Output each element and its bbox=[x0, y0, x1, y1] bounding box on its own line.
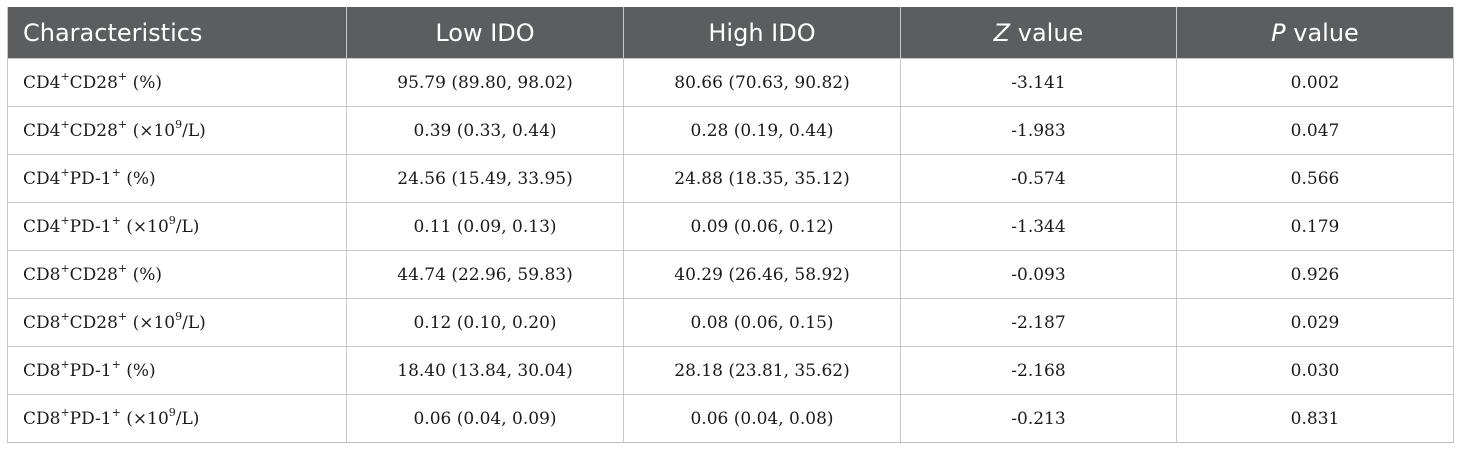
cell-high-ido: 0.06 (0.04, 0.08) bbox=[623, 394, 901, 443]
cell-z-value: -3.141 bbox=[900, 58, 1177, 107]
cell-p-value: 0.002 bbox=[1176, 58, 1454, 107]
cell-z-value: -0.093 bbox=[900, 250, 1177, 299]
cell-low-ido: 95.79 (89.80, 98.02) bbox=[346, 58, 624, 107]
cell-p-value: 0.926 bbox=[1176, 250, 1454, 299]
header-characteristics: Characteristics bbox=[7, 7, 347, 59]
cell-low-ido: 0.11 (0.09, 0.13) bbox=[346, 202, 624, 251]
table-row: CD4+CD28+ (%) 95.79 (89.80, 98.02) 80.66 (… bbox=[7, 58, 1454, 107]
table-row: CD8+PD-1+ (%) 18.40 (13.84, 30.04) 28.18 (… bbox=[7, 346, 1454, 395]
cell-high-ido: 24.88 (18.35, 35.12) bbox=[623, 154, 901, 203]
cell-characteristic: CD4+CD28+ (×109/L) bbox=[7, 106, 347, 155]
cell-high-ido: 40.29 (26.46, 58.92) bbox=[623, 250, 901, 299]
cell-z-value: -2.187 bbox=[900, 298, 1177, 347]
cell-p-value: 0.566 bbox=[1176, 154, 1454, 203]
cell-high-ido: 0.08 (0.06, 0.15) bbox=[623, 298, 901, 347]
table-row: CD4+CD28+ (×109/L) 0.39 (0.33, 0.44) 0.28 … bbox=[7, 106, 1454, 155]
table-row: CD4+PD-1+ (×109/L) 0.11 (0.09, 0.13) 0.09 … bbox=[7, 202, 1454, 251]
data-table-container: Characteristics Low IDO High IDO Z value… bbox=[7, 7, 1454, 443]
cell-characteristic: CD4+PD-1+ (%) bbox=[7, 154, 347, 203]
cell-p-value: 0.029 bbox=[1176, 298, 1454, 347]
cell-high-ido: 80.66 (70.63, 90.82) bbox=[623, 58, 901, 107]
cell-characteristic: CD8+CD28+ (%) bbox=[7, 250, 347, 299]
cell-high-ido: 0.28 (0.19, 0.44) bbox=[623, 106, 901, 155]
cell-low-ido: 18.40 (13.84, 30.04) bbox=[346, 346, 624, 395]
table-row: CD8+CD28+ (×109/L) 0.12 (0.10, 0.20) 0.08 … bbox=[7, 298, 1454, 347]
header-row: Characteristics Low IDO High IDO Z value… bbox=[7, 7, 1454, 59]
cell-high-ido: 0.09 (0.06, 0.12) bbox=[623, 202, 901, 251]
cell-characteristic: CD8+CD28+ (×109/L) bbox=[7, 298, 347, 347]
cell-low-ido: 0.12 (0.10, 0.20) bbox=[346, 298, 624, 347]
cell-characteristic: CD4+CD28+ (%) bbox=[7, 58, 347, 107]
cell-z-value: -2.168 bbox=[900, 346, 1177, 395]
table-row: CD4+PD-1+ (%) 24.56 (15.49, 33.95) 24.88 (… bbox=[7, 154, 1454, 203]
cell-low-ido: 0.39 (0.33, 0.44) bbox=[346, 106, 624, 155]
cell-z-value: -1.983 bbox=[900, 106, 1177, 155]
cell-z-value: -0.213 bbox=[900, 394, 1177, 443]
cell-p-value: 0.047 bbox=[1176, 106, 1454, 155]
table-body: CD4+CD28+ (%) 95.79 (89.80, 98.02) 80.66 (… bbox=[7, 58, 1454, 443]
header-p-value: P value bbox=[1176, 7, 1454, 59]
cell-z-value: -0.574 bbox=[900, 154, 1177, 203]
cell-characteristic: CD8+PD-1+ (%) bbox=[7, 346, 347, 395]
header-z-value: Z value bbox=[900, 7, 1177, 59]
cell-characteristic: CD4+PD-1+ (×109/L) bbox=[7, 202, 347, 251]
cell-low-ido: 44.74 (22.96, 59.83) bbox=[346, 250, 624, 299]
cell-low-ido: 0.06 (0.04, 0.09) bbox=[346, 394, 624, 443]
header-high-ido: High IDO bbox=[623, 7, 901, 59]
cell-p-value: 0.831 bbox=[1176, 394, 1454, 443]
table-row: CD8+PD-1+ (×109/L) 0.06 (0.04, 0.09) 0.06 … bbox=[7, 394, 1454, 443]
header-low-ido: Low IDO bbox=[346, 7, 624, 59]
table-header: Characteristics Low IDO High IDO Z value… bbox=[7, 7, 1454, 59]
table-row: CD8+CD28+ (%) 44.74 (22.96, 59.83) 40.29 (… bbox=[7, 250, 1454, 299]
data-table: Characteristics Low IDO High IDO Z value… bbox=[7, 7, 1454, 443]
cell-p-value: 0.179 bbox=[1176, 202, 1454, 251]
cell-p-value: 0.030 bbox=[1176, 346, 1454, 395]
cell-high-ido: 28.18 (23.81, 35.62) bbox=[623, 346, 901, 395]
cell-z-value: -1.344 bbox=[900, 202, 1177, 251]
cell-characteristic: CD8+PD-1+ (×109/L) bbox=[7, 394, 347, 443]
cell-low-ido: 24.56 (15.49, 33.95) bbox=[346, 154, 624, 203]
